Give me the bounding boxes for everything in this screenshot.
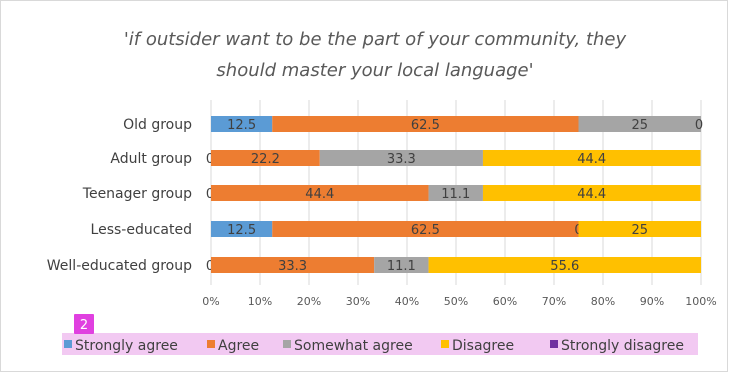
data-label: 33.3 [278, 259, 307, 274]
category-label: Well-educated group [47, 258, 192, 274]
legend-badge[interactable] [74, 314, 94, 334]
data-label: 0 [206, 152, 214, 167]
data-label: 44.4 [577, 152, 606, 167]
bar-segment-agree [272, 116, 579, 132]
bar-segment-strongly-agree [211, 221, 273, 237]
category-labels: Old group Adult group Teenager group Less-e… [47, 117, 192, 274]
x-tick-labels: 0% 10% 20% 30% 40% 50% 60% 70% 80% 90% 100% [202, 295, 716, 308]
x-tick-label: 30% [346, 295, 370, 308]
bar-segment-somewhat-agree [374, 257, 429, 273]
legend-swatch [207, 340, 215, 348]
data-label: 11.1 [441, 187, 470, 202]
bar-segment-disagree [482, 185, 701, 201]
bar-segment-disagree [578, 221, 701, 237]
legend[interactable]: 2 Strongly agree Agree Somewhat agree Disagr… [62, 314, 698, 355]
legend-highlight [62, 333, 698, 355]
data-label: 25 [631, 223, 648, 238]
data-label: 11.1 [387, 259, 416, 274]
legend-item-label[interactable]: Strongly disagree [561, 338, 684, 354]
bar-segment-disagree [428, 257, 701, 273]
bar-segment-somewhat-agree [319, 150, 483, 166]
legend-item-label[interactable]: Somewhat agree [294, 338, 413, 354]
data-label: 62.5 [411, 118, 440, 133]
chart-title-line: should master your local language' [216, 60, 533, 81]
bar-segment-disagree [482, 150, 701, 166]
bar-segment-agree [211, 150, 320, 166]
x-tick-label: 70% [542, 295, 566, 308]
data-label: 55.6 [550, 259, 579, 274]
x-tick-label: 60% [493, 295, 517, 308]
legend-item-label[interactable]: Strongly agree [75, 338, 178, 354]
legend-swatch [283, 340, 291, 348]
data-label: 0 [206, 187, 214, 202]
legend-item-label[interactable]: Disagree [452, 338, 514, 354]
x-tick-label: 20% [297, 295, 321, 308]
legend-badge-number: 2 [80, 318, 88, 333]
legend-swatch [64, 340, 72, 348]
legend-item-label[interactable]: Agree [218, 338, 259, 354]
x-tick-label: 10% [248, 295, 272, 308]
bar-segment-agree [211, 185, 429, 201]
data-label: 25 [631, 118, 648, 133]
data-label: 62.5 [411, 223, 440, 238]
bar-segment-somewhat-agree [578, 116, 701, 132]
x-tick-label: 100% [685, 295, 716, 308]
x-tick-label: 40% [395, 295, 419, 308]
category-label: Adult group [110, 151, 192, 167]
data-label: 0 [206, 259, 214, 274]
bar-segment-somewhat-agree [428, 185, 483, 201]
chart-title: 'if outsider want to be the part of your… [124, 29, 627, 81]
bars: 12.5 62.5 25 0 0 22.2 33.3 44.4 0 44.4 11.1 44.4 12.… [206, 116, 703, 274]
category-label: Less-educated [91, 222, 192, 238]
data-label: 44.4 [577, 187, 606, 202]
bar-segment-strongly-agree [211, 116, 273, 132]
x-tick-label: 90% [640, 295, 664, 308]
data-label: 22.2 [251, 152, 280, 167]
x-tick-label: 0% [202, 295, 219, 308]
category-label: Old group [123, 117, 192, 133]
data-label: 12.5 [227, 118, 256, 133]
legend-swatch [441, 340, 449, 348]
data-label: 12.5 [227, 223, 256, 238]
category-label: Teenager group [82, 186, 192, 202]
chart-title-line: 'if outsider want to be the part of your… [124, 29, 627, 50]
bar-segment-agree [211, 257, 375, 273]
legend-swatch [550, 340, 558, 348]
data-label: 0 [695, 118, 703, 133]
data-label: 44.4 [305, 187, 334, 202]
bar-segment-agree [272, 221, 579, 237]
x-tick-label: 50% [444, 295, 468, 308]
x-tick-label: 80% [591, 295, 615, 308]
data-label: 33.3 [387, 152, 416, 167]
